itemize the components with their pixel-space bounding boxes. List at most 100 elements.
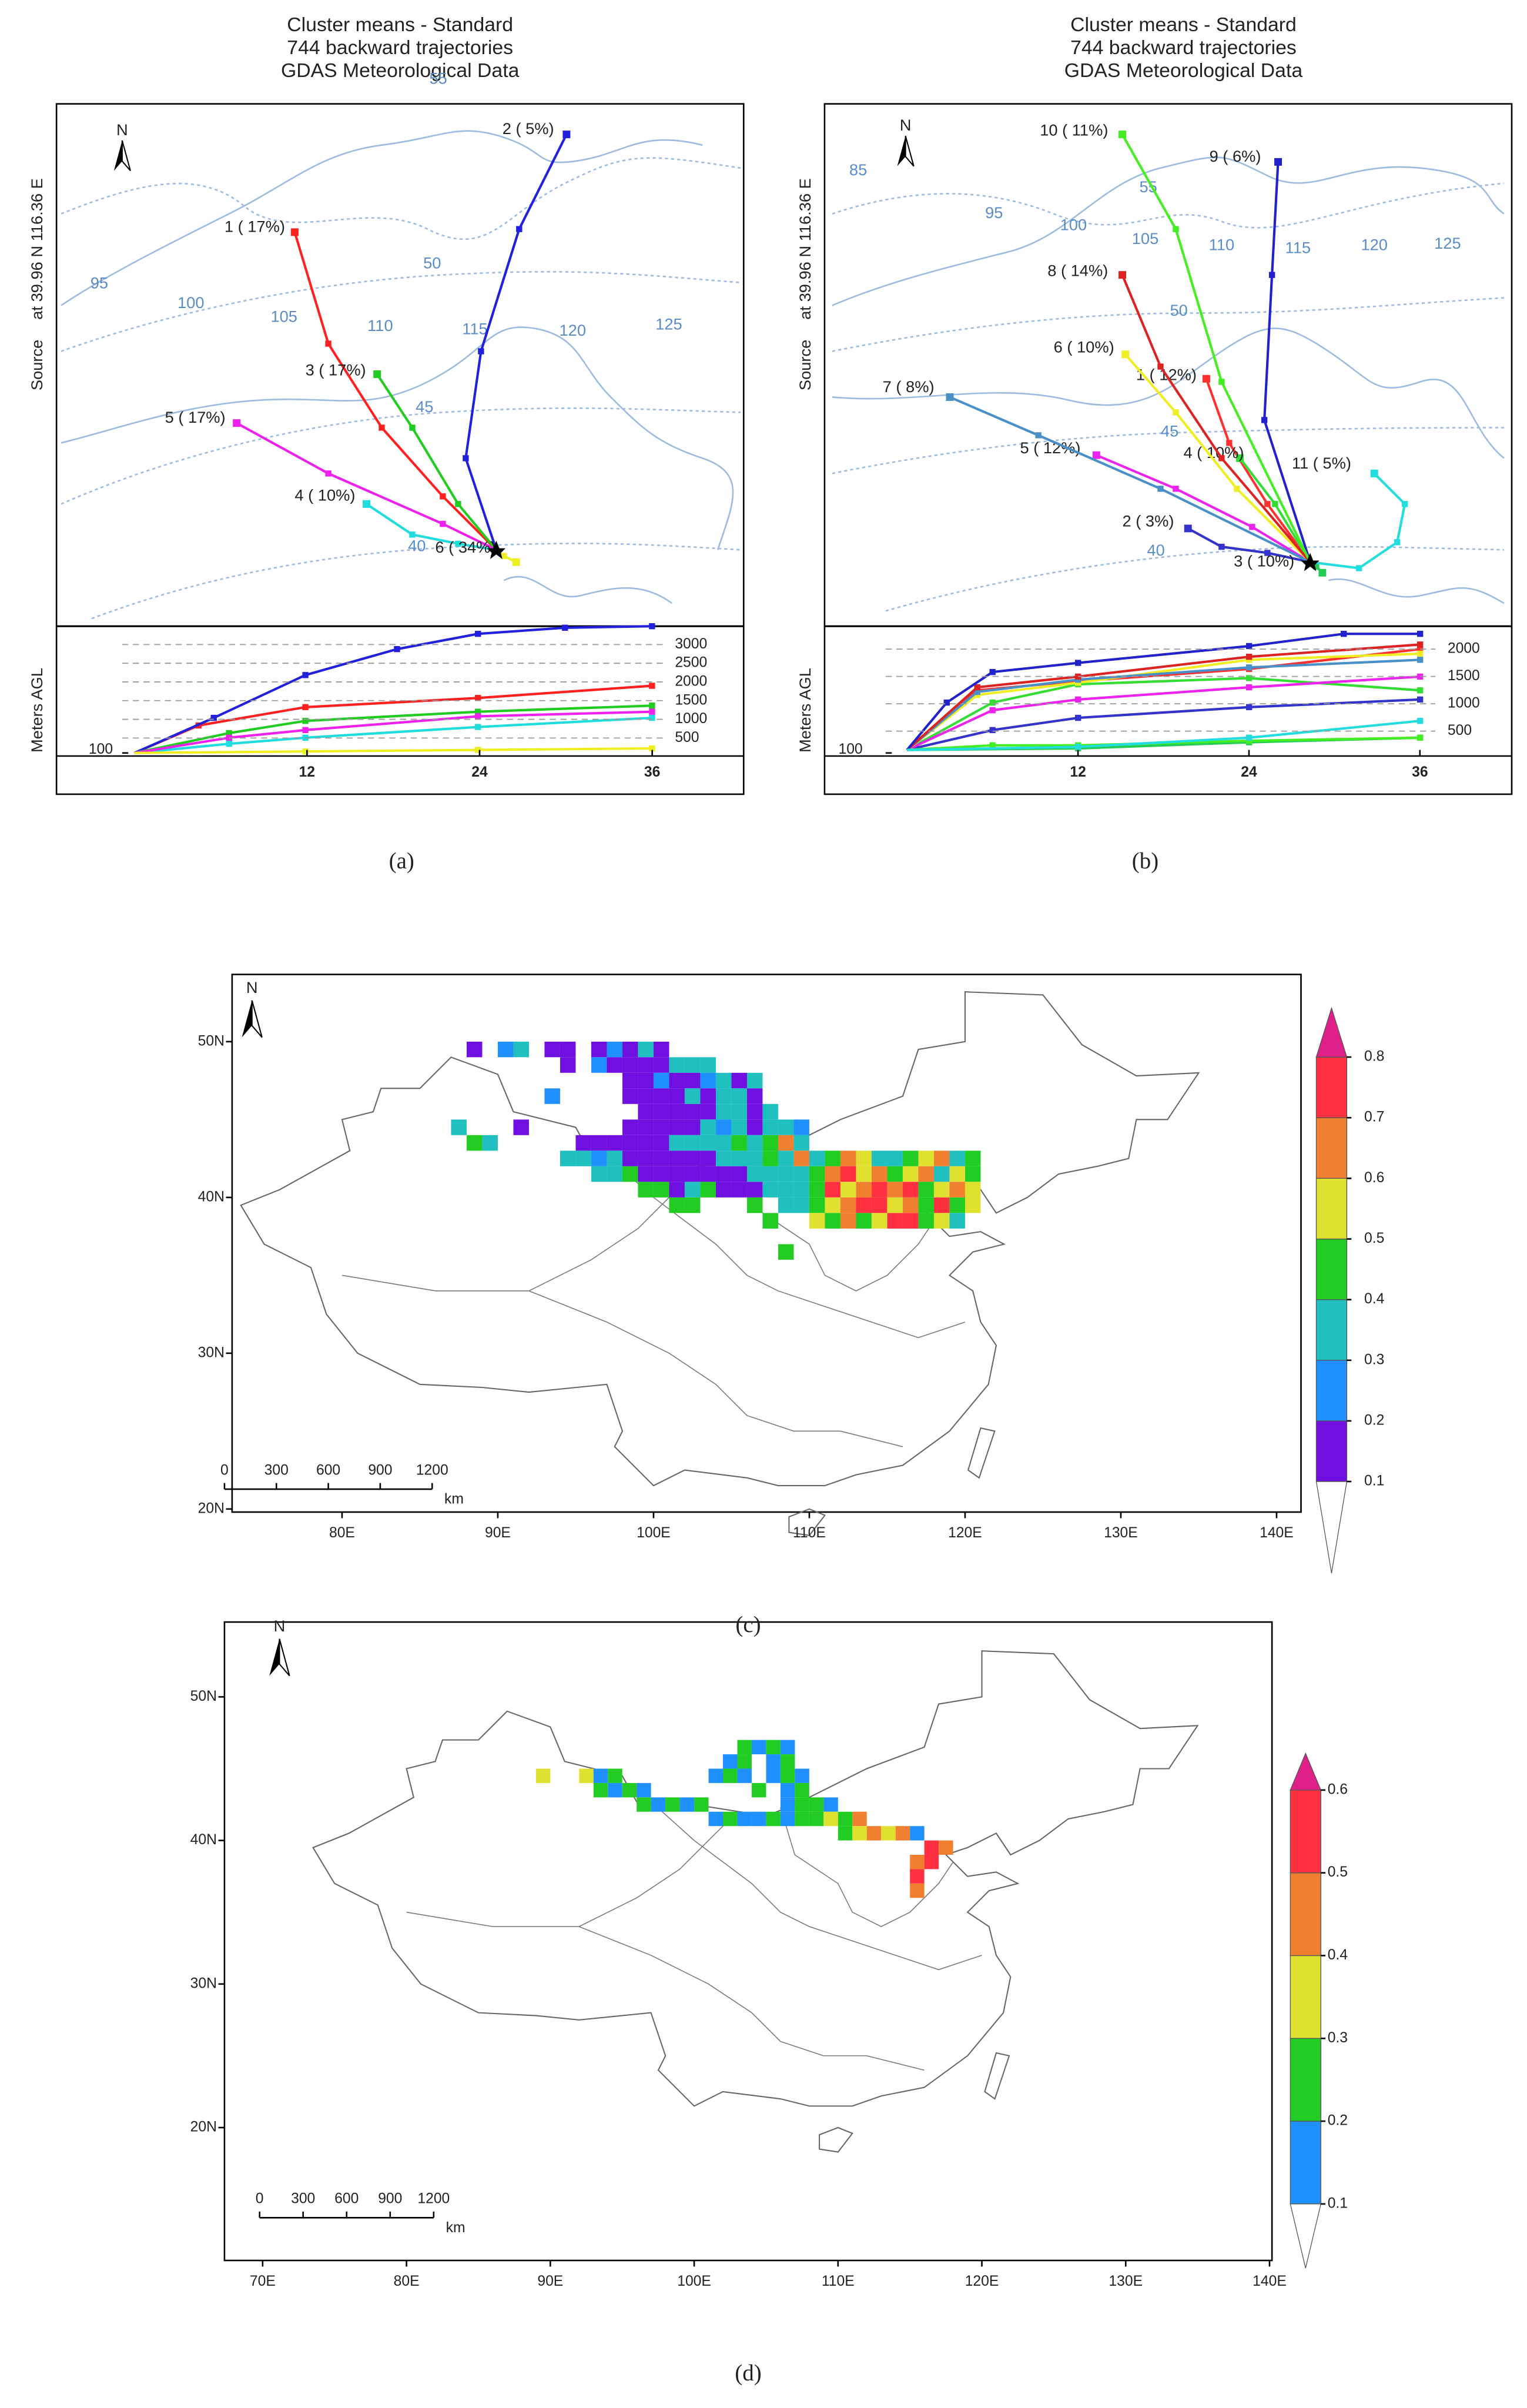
cluster-label: 7 ( 8%) xyxy=(883,377,935,396)
height-marker xyxy=(1074,676,1081,683)
trajectory-marker xyxy=(440,520,446,527)
height-marker xyxy=(943,699,950,706)
north-label: N xyxy=(274,1617,286,1635)
trajectory xyxy=(366,503,497,551)
coastline xyxy=(832,156,1505,306)
grid-cell xyxy=(622,1151,638,1166)
grid-cell xyxy=(924,1840,939,1855)
lat-tick-label: 20N xyxy=(190,2119,217,2135)
grid-cell xyxy=(684,1135,701,1151)
grid-cell xyxy=(731,1135,747,1151)
colorbar-over xyxy=(1315,1006,1348,1058)
grid-cell xyxy=(669,1182,685,1198)
grid-cell xyxy=(949,1151,965,1166)
grid-cell xyxy=(965,1182,981,1198)
grid-cell xyxy=(653,1151,669,1166)
height-marker xyxy=(1417,657,1424,663)
trajectory-marker xyxy=(1173,226,1179,232)
height-marker xyxy=(649,703,655,709)
island-outline xyxy=(819,2126,853,2153)
grid-cell xyxy=(887,1197,903,1213)
lon-tick-label: 90E xyxy=(537,2273,563,2289)
trajectory-marker xyxy=(1218,379,1225,385)
time-tick-label: 12 xyxy=(299,764,315,780)
grid-cell xyxy=(451,1119,467,1135)
grid-cell xyxy=(766,1740,781,1755)
height-marker xyxy=(302,727,309,734)
grid-cell xyxy=(871,1213,888,1229)
grid-cell xyxy=(731,1103,747,1120)
grid-cell xyxy=(731,1166,747,1182)
grid-cell xyxy=(762,1213,778,1229)
grid-cell xyxy=(887,1151,903,1166)
grid-cell xyxy=(669,1072,685,1089)
cluster-label: 4 ( 10%) xyxy=(294,486,355,504)
trajectory-marker xyxy=(1092,451,1100,459)
colorbar-label: 0.4 xyxy=(1364,1291,1384,1307)
grid-cell xyxy=(638,1072,654,1089)
graticule-label: 50 xyxy=(423,254,441,272)
grid-cell xyxy=(607,1041,622,1058)
grid-cell xyxy=(665,1797,680,1812)
north-label: N xyxy=(900,116,912,134)
height-marker xyxy=(1417,687,1424,694)
trajectory-marker xyxy=(1121,350,1130,359)
grid-cell xyxy=(910,1855,925,1869)
trajectory-marker xyxy=(1119,271,1127,279)
colorbar-segment xyxy=(1315,1056,1348,1118)
grid-cell xyxy=(762,1135,778,1151)
grid-cell xyxy=(669,1151,685,1166)
grid-cell xyxy=(887,1166,903,1182)
grid-cell xyxy=(871,1182,888,1198)
grid-cell xyxy=(825,1197,840,1213)
grid-cell xyxy=(669,1166,685,1182)
grid-cell xyxy=(638,1135,654,1151)
lon-tick-label: 100E xyxy=(637,1525,671,1541)
graticule-label: 40 xyxy=(1147,541,1165,559)
data-source: GDAS Meteorological Data xyxy=(1064,59,1303,82)
scale-unit: km xyxy=(444,1491,464,1507)
lat-tick-label: 40N xyxy=(190,1832,217,1848)
height-profile xyxy=(907,720,1421,751)
grid-cell xyxy=(591,1166,607,1182)
scale-unit: km xyxy=(446,2220,466,2236)
time-tick-label: 36 xyxy=(644,764,660,780)
graticule-label: 100 xyxy=(178,293,205,312)
grid-cell xyxy=(700,1103,716,1120)
north-arrow xyxy=(279,1638,290,1677)
grid-cell xyxy=(795,1797,809,1812)
height-marker xyxy=(1245,704,1253,711)
scale-label: 600 xyxy=(334,2191,359,2207)
grid-cell xyxy=(669,1197,685,1213)
height-marker xyxy=(1245,653,1253,660)
grid-cell xyxy=(669,1088,685,1104)
grid-cell xyxy=(840,1182,856,1198)
grid-cell xyxy=(918,1151,934,1166)
grid-cell xyxy=(895,1826,910,1841)
trajectory-marker xyxy=(379,424,385,431)
lat-tick-label: 40N xyxy=(198,1189,225,1205)
coastline xyxy=(61,326,734,550)
trajectory-marker xyxy=(1234,486,1240,492)
grid-cell xyxy=(795,1782,809,1798)
grid-cell xyxy=(715,1119,732,1135)
scale-label: 900 xyxy=(368,1462,392,1478)
grid-cell xyxy=(722,1811,738,1827)
grid-cell xyxy=(780,1754,795,1769)
grid-cell xyxy=(795,1811,809,1827)
graticule-label: 110 xyxy=(1209,235,1234,253)
trajectory-marker xyxy=(440,493,446,500)
height-marker xyxy=(474,708,481,715)
height-marker xyxy=(474,630,481,637)
graticule-label: 120 xyxy=(560,321,586,339)
lon-tick-label: 140E xyxy=(1260,1525,1294,1541)
trajectory xyxy=(464,133,568,550)
grid-cell xyxy=(560,1057,576,1073)
location-label: at 39.96 N 116.36 E xyxy=(796,178,814,320)
north-arrow xyxy=(269,1638,280,1676)
grid-cell xyxy=(715,1103,732,1120)
grid-cell xyxy=(607,1057,622,1073)
grid-cell xyxy=(622,1041,638,1058)
chart-title: Cluster means - Standard xyxy=(1070,14,1297,36)
grid-cell xyxy=(708,1768,723,1783)
